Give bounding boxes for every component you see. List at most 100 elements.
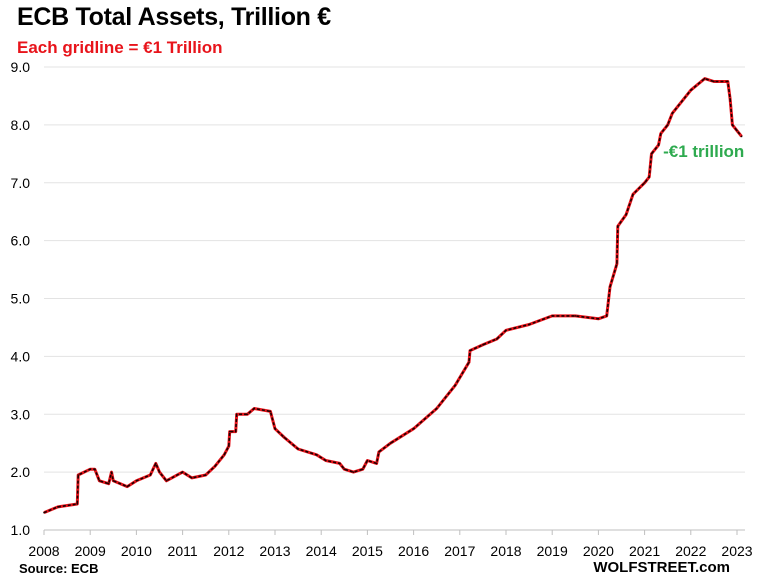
data-point xyxy=(228,430,231,433)
x-tick-label: 2020 xyxy=(583,543,614,559)
data-point xyxy=(625,213,627,216)
y-tick-label: 8.0 xyxy=(11,117,31,133)
data-point xyxy=(214,465,216,468)
data-point xyxy=(315,453,318,456)
data-point xyxy=(297,448,299,450)
x-tick-label: 2012 xyxy=(213,543,244,559)
data-point xyxy=(609,286,611,288)
data-point xyxy=(228,445,230,447)
x-tick-label: 2015 xyxy=(352,543,383,559)
data-point xyxy=(643,181,646,184)
data-point xyxy=(671,112,674,115)
brand-logo: WOLFSTREET.com xyxy=(593,559,730,576)
series-line-overlay xyxy=(43,77,743,514)
x-tick-label: 2021 xyxy=(629,543,660,559)
data-point xyxy=(89,468,91,471)
y-tick-label: 7.0 xyxy=(11,175,31,191)
data-point xyxy=(43,511,45,514)
y-tick-label: 4.0 xyxy=(11,348,31,364)
series-line xyxy=(43,77,743,514)
y-tick-label: 2.0 xyxy=(11,464,31,480)
data-point xyxy=(468,361,470,363)
data-point xyxy=(375,462,378,465)
y-tick-label: 3.0 xyxy=(11,406,31,422)
data-point xyxy=(366,459,369,462)
data-point xyxy=(378,451,380,453)
data-point xyxy=(597,317,600,320)
x-tick-label: 2013 xyxy=(259,543,290,559)
x-tick-label: 2011 xyxy=(168,543,198,559)
x-tick-label: 2014 xyxy=(306,543,337,559)
x-tick-label: 2016 xyxy=(398,543,429,559)
data-point xyxy=(574,315,577,317)
data-point xyxy=(165,480,168,482)
data-point xyxy=(235,413,238,416)
data-point xyxy=(107,482,110,485)
y-tick-label: 6.0 xyxy=(11,233,31,249)
y-tick-label: 5.0 xyxy=(11,291,31,307)
data-point xyxy=(191,477,193,479)
data-point xyxy=(94,468,96,471)
data-point xyxy=(632,193,634,196)
data-point xyxy=(149,474,152,476)
x-tick-label: 2008 xyxy=(28,543,59,559)
data-point xyxy=(76,503,79,505)
data-point xyxy=(338,462,341,465)
data-point xyxy=(726,80,729,83)
x-tick-label: 2010 xyxy=(121,543,152,559)
data-point xyxy=(482,344,484,346)
data-point xyxy=(274,427,276,430)
data-point xyxy=(729,98,731,100)
data-point xyxy=(657,144,660,146)
y-tick-label: 1.0 xyxy=(11,522,31,538)
data-point xyxy=(648,176,651,178)
data-point xyxy=(659,132,662,135)
data-point xyxy=(158,471,161,473)
data-point xyxy=(731,124,734,126)
data-point xyxy=(650,153,653,155)
data-point xyxy=(269,410,272,413)
chart-title: ECB Total Assets, Trillion € xyxy=(17,3,331,31)
data-point xyxy=(112,480,115,482)
data-point xyxy=(690,89,692,91)
data-point xyxy=(77,474,79,476)
data-point xyxy=(246,413,249,416)
data-point xyxy=(352,471,355,473)
data-point xyxy=(283,436,286,439)
data-point xyxy=(389,442,392,444)
data-point xyxy=(454,384,456,387)
chart-subtitle: Each gridline = €1 Trillion xyxy=(17,38,223,57)
data-point xyxy=(98,480,101,482)
data-point xyxy=(666,124,669,126)
data-point xyxy=(495,338,498,340)
data-point xyxy=(435,407,438,410)
data-point xyxy=(740,135,743,138)
source-note: Source: ECB xyxy=(19,561,99,576)
data-point xyxy=(361,468,364,471)
data-point xyxy=(57,506,59,508)
data-point xyxy=(412,427,415,430)
data-point xyxy=(605,315,608,317)
data-point xyxy=(551,315,553,317)
data-point xyxy=(616,262,618,265)
data-point xyxy=(135,480,138,482)
x-tick-label: 2023 xyxy=(721,543,752,559)
x-tick-label: 2022 xyxy=(675,543,706,559)
data-point xyxy=(253,407,256,410)
data-point xyxy=(469,349,471,352)
data-point xyxy=(528,323,530,326)
data-point xyxy=(234,430,237,433)
data-point xyxy=(343,468,346,471)
data-point xyxy=(325,459,327,462)
y-tick-label: 9.0 xyxy=(11,59,31,75)
annotation-label: -€1 trillion xyxy=(663,142,744,161)
data-point xyxy=(736,129,738,132)
x-tick-label: 2018 xyxy=(490,543,521,559)
data-point xyxy=(617,225,619,227)
data-point xyxy=(204,474,207,476)
x-tick-label: 2017 xyxy=(444,543,475,559)
data-point xyxy=(703,77,706,80)
data-point xyxy=(181,471,184,473)
data-point xyxy=(155,462,157,465)
